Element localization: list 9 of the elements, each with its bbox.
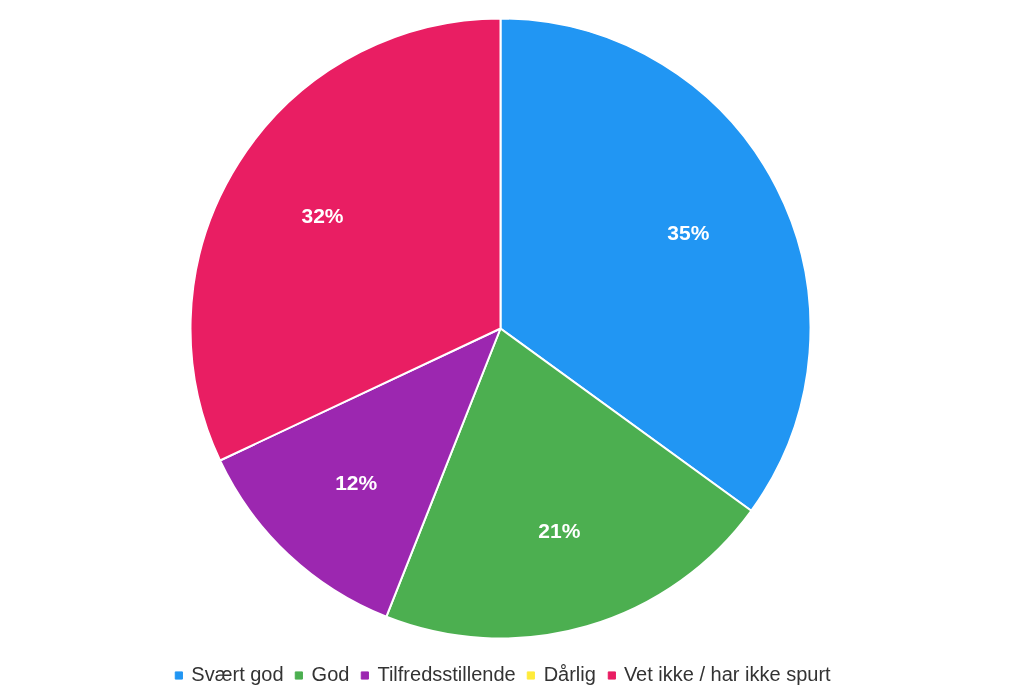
legend-label: God <box>311 663 350 686</box>
data-label: 12% <box>335 470 378 494</box>
legend-label: Vet ikke / har ikke spurt <box>623 663 831 686</box>
data-label: 21% <box>538 519 581 543</box>
legend-label: Dårlig <box>543 663 596 686</box>
data-label: 35% <box>667 221 710 245</box>
legend-label: Svært god <box>191 663 284 686</box>
data-label: 32% <box>301 204 344 228</box>
legend-label: Tilfredsstillende <box>377 663 516 686</box>
